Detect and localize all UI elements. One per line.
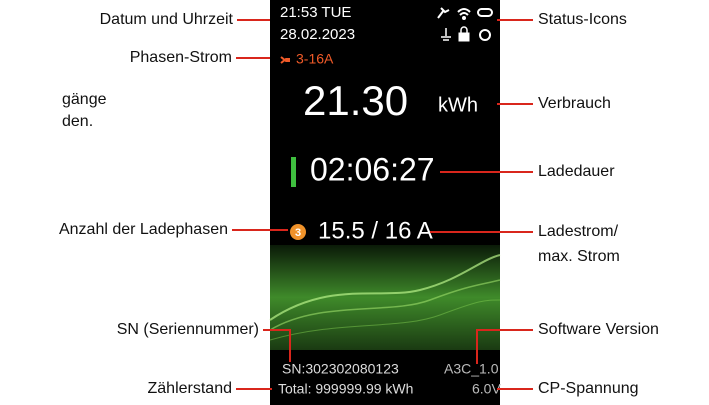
total: Total: 999999.99 kWh <box>278 381 413 397</box>
label: CP-Spannung <box>538 380 639 397</box>
energy-unit: kWh <box>438 94 478 116</box>
energy: 21.30 <box>303 77 408 124</box>
label: Ladedauer <box>538 163 615 180</box>
current: 15.5 / 16 A <box>318 217 433 244</box>
label: Status-Icons <box>538 11 627 28</box>
label: max. Strom <box>538 248 620 265</box>
label: Software Version <box>538 321 659 338</box>
time: 21:53 TUE <box>280 4 351 21</box>
version: A3C_1.0 <box>444 361 499 377</box>
cut-text: den. <box>62 113 93 130</box>
label: Zählerstand <box>148 380 233 397</box>
cut-text: gänge <box>62 91 107 108</box>
wave-bg <box>270 245 500 350</box>
screen-footer <box>270 350 500 405</box>
label: SN (Seriennummer) <box>117 321 259 338</box>
label: Ladestrom/ <box>538 223 619 240</box>
label: Phasen-Strom <box>130 49 232 66</box>
phase-current: 3-16A <box>296 51 334 67</box>
duration-bar <box>291 157 296 187</box>
duration: 02:06:27 <box>310 151 435 187</box>
date: 28.02.2023 <box>280 26 355 43</box>
serial: SN:302302080123 <box>282 361 399 377</box>
label: Verbrauch <box>538 95 611 112</box>
label: Anzahl der Ladephasen <box>59 221 228 238</box>
phase-count: 3 <box>295 227 301 239</box>
label: Datum und Uhrzeit <box>100 11 234 28</box>
diagram: 21:53 TUE 28.02.2023 3-16A 21.30 kWh 02:… <box>0 0 709 405</box>
